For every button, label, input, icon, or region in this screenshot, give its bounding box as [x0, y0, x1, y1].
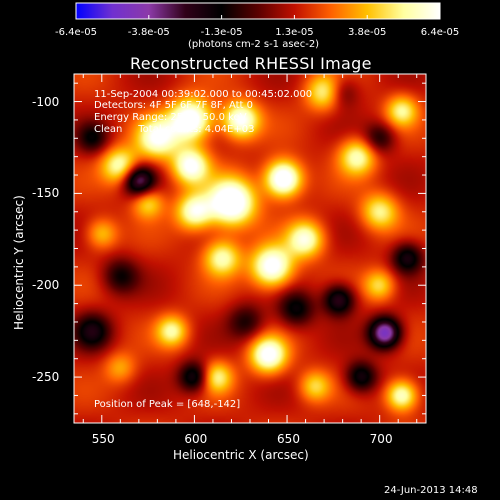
- x-tick-label: 700: [369, 432, 393, 446]
- colorbar-tick-label: -1.3e-05: [200, 27, 243, 38]
- colorbar-unit-text: (photons cm-2 s-1 asec-2): [188, 39, 320, 50]
- y-tick-label: -100: [32, 94, 60, 109]
- colorbar: [75, 2, 441, 20]
- x-tick-label: 600: [184, 432, 208, 446]
- x-tick-label: 650: [277, 432, 300, 446]
- info-line-3: Energy Range: 25.0 - 50.0 keV: [94, 112, 247, 123]
- y-tick-label: -150: [32, 186, 60, 201]
- colorbar-tick-label: -6.4e-05: [55, 27, 97, 38]
- colorbar-tick-label: 6.4e-05: [420, 27, 460, 38]
- colorbar-tick-label: -3.8e-05: [127, 27, 170, 38]
- y-tick-label: -200: [32, 278, 60, 293]
- x-axis-label: Heliocentric X (arcsec): [173, 448, 309, 462]
- colorbar-unit-label: (photons cm-2 s-1 asec-2): [188, 40, 319, 50]
- info-line-4: Clean Total counts: 4.04E+03: [94, 124, 255, 135]
- x-tick-label: 550: [91, 432, 115, 446]
- info-line-1: 11-Sep-2004 00:39:02.000 to 00:45:02.000: [94, 89, 313, 100]
- chart-title: Reconstructed RHESSI Image: [130, 54, 372, 73]
- colorbar-tick-marks: [75, 15, 441, 19]
- info-line-2: Detectors: 4F 5F 6F 7F 8F, Att 0: [94, 100, 254, 111]
- footer-timestamp: 24-Jun-2013 14:48: [384, 485, 478, 496]
- y-tick-label: -250: [32, 370, 60, 385]
- colorbar-gradient: [75, 2, 441, 20]
- y-axis-label: Heliocentric Y (arcsec): [12, 195, 26, 330]
- colorbar-tick-label: 3.8e-05: [347, 27, 387, 38]
- colorbar-tick-label: 1.3e-05: [275, 27, 314, 38]
- peak-position-label: Position of Peak = [648,-142]: [94, 399, 241, 410]
